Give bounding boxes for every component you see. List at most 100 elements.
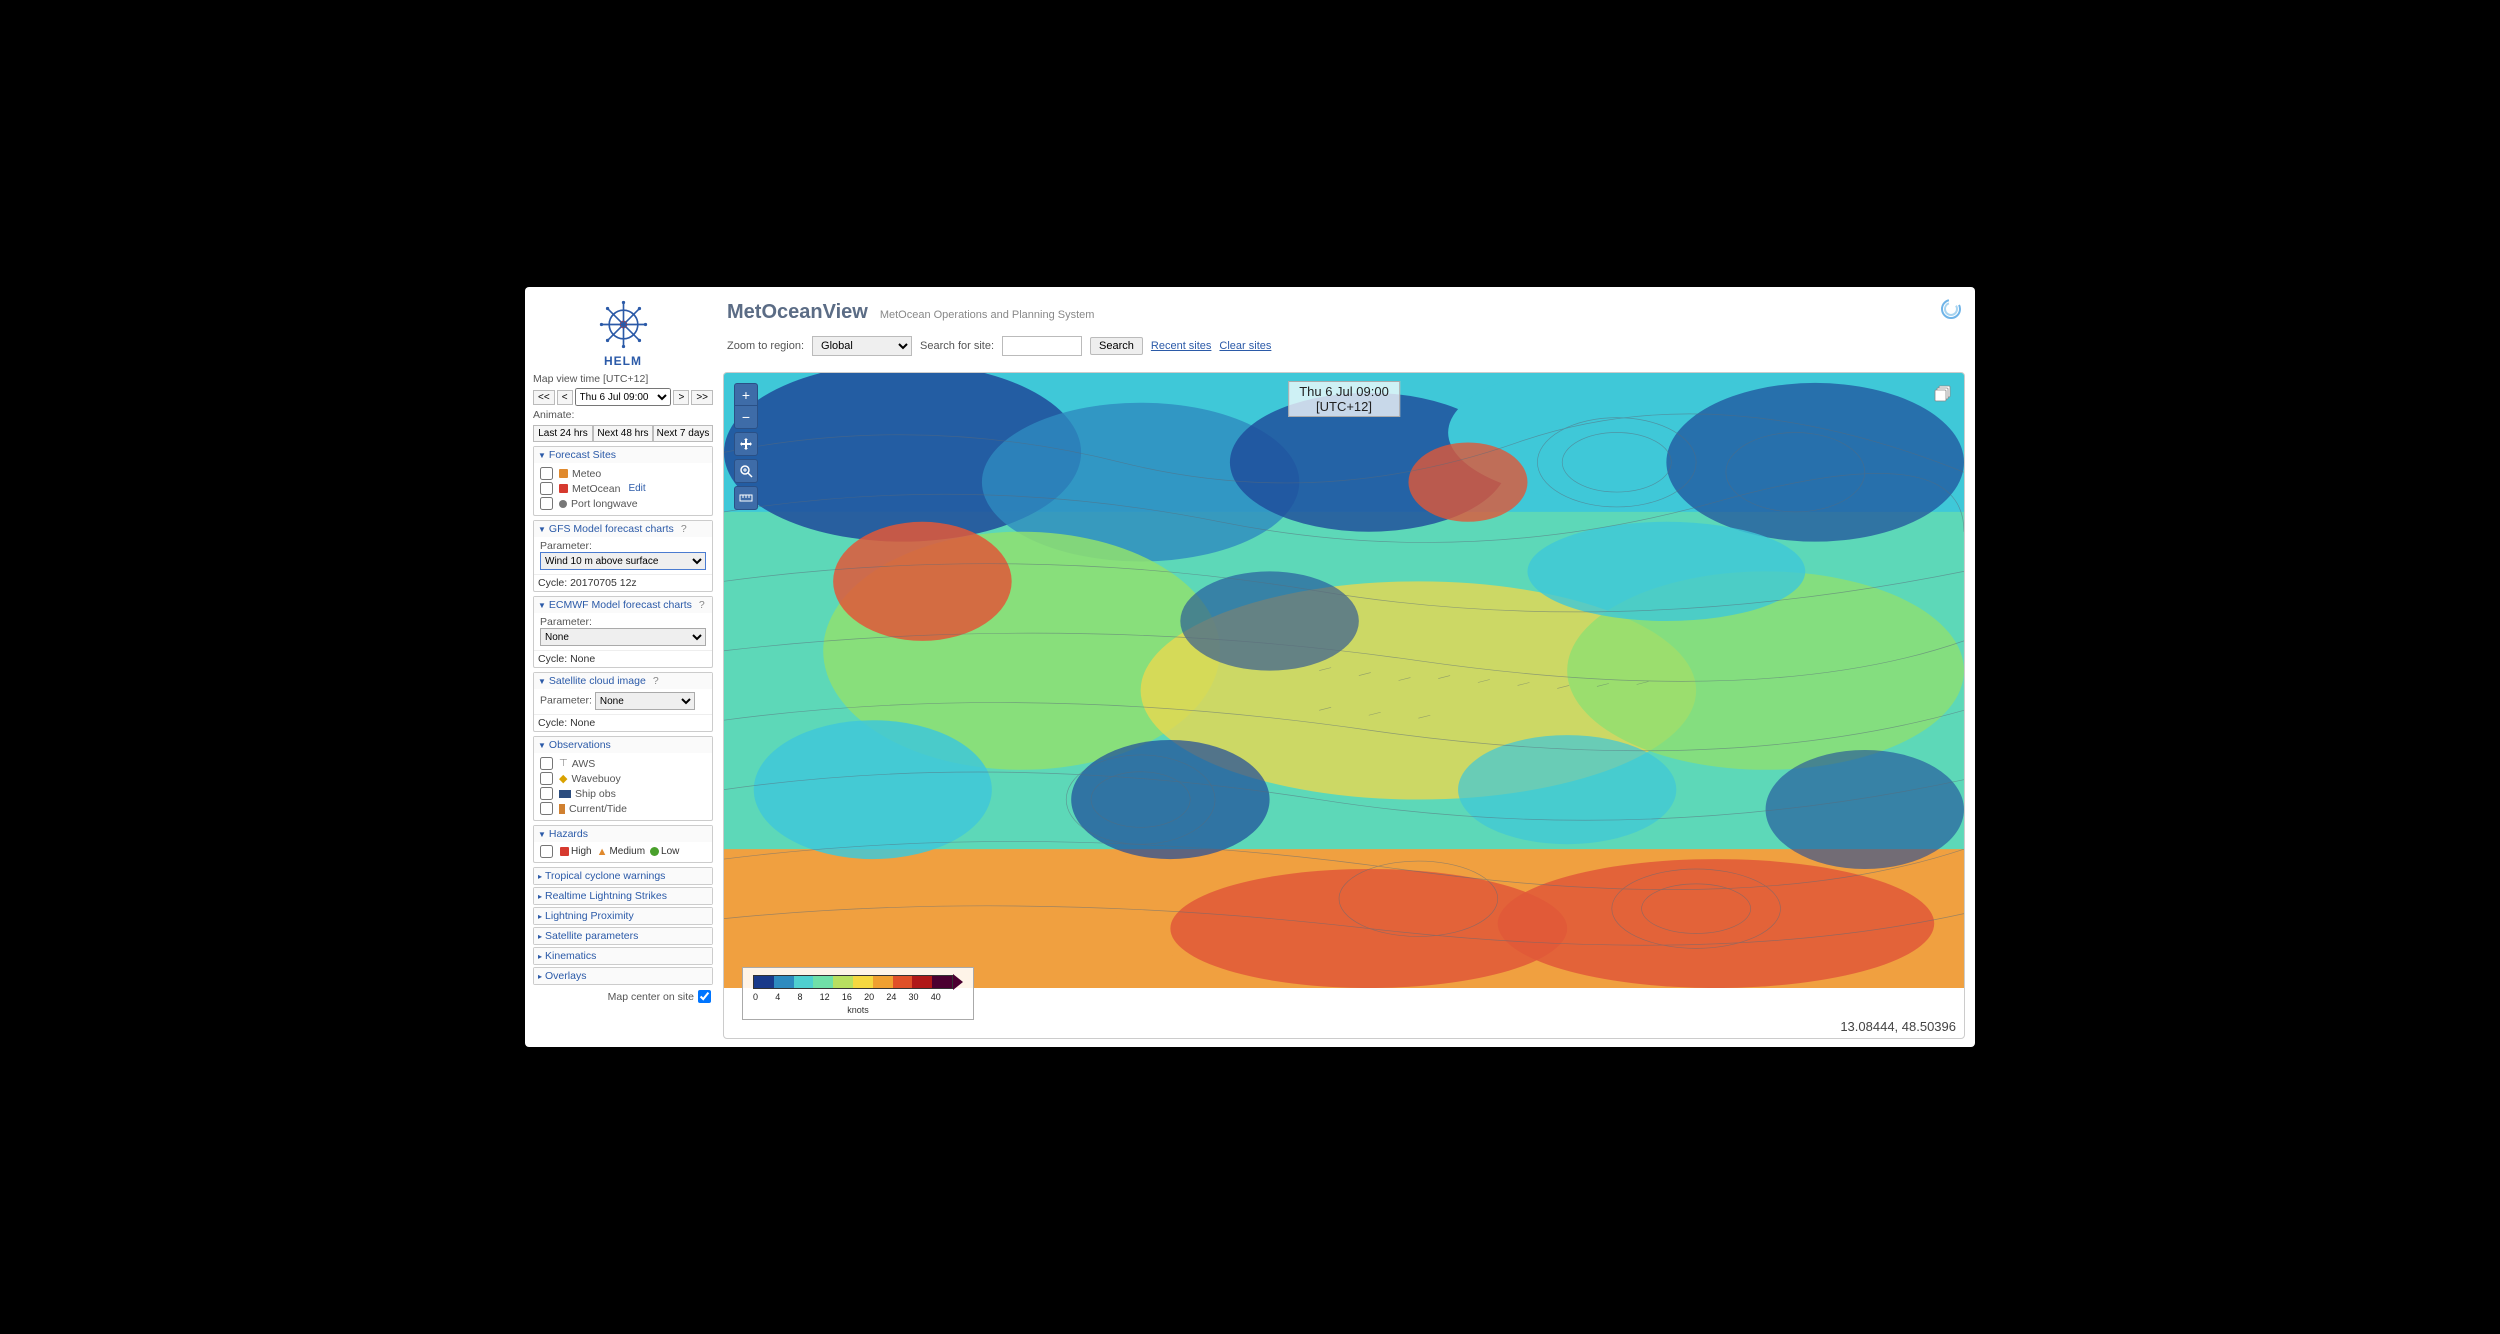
app-title: MetOceanView bbox=[727, 301, 868, 324]
collapsed-panel: ▸Realtime Lightning Strikes bbox=[533, 887, 713, 905]
map-area[interactable]: + − Thu 6 Jul 09:00 [UTC+12] bbox=[723, 372, 1965, 1039]
zoom-out-button[interactable]: − bbox=[735, 406, 757, 428]
wavebuoy-label: Wavebuoy bbox=[571, 773, 620, 785]
logo-text: HELM bbox=[533, 354, 713, 368]
port-longwave-dot-icon bbox=[559, 500, 567, 508]
gfs-panel: ▼GFS Model forecast charts? Parameter: W… bbox=[533, 520, 713, 592]
collapsed-panel-header[interactable]: ▸Kinematics bbox=[534, 948, 712, 964]
gfs-header[interactable]: ▼GFS Model forecast charts? bbox=[534, 521, 712, 537]
meteo-color-icon bbox=[559, 469, 568, 478]
map-center-checkbox[interactable] bbox=[698, 990, 711, 1003]
wavebuoy-checkbox[interactable] bbox=[540, 772, 553, 785]
time-nav: << < Thu 6 Jul 09:00 > >> bbox=[533, 388, 713, 406]
hazard-medium-label: Medium bbox=[609, 846, 645, 857]
collapsed-panel-header[interactable]: ▸Tropical cyclone warnings bbox=[534, 868, 712, 884]
colorbar-legend: 048121620243040 knots bbox=[742, 967, 974, 1020]
wavebuoy-icon: ◆ bbox=[559, 772, 567, 785]
collapsed-panel: ▸Overlays bbox=[533, 967, 713, 985]
metocean-checkbox[interactable] bbox=[540, 482, 553, 495]
sidebar: Map view time [UTC+12] << < Thu 6 Jul 09… bbox=[533, 372, 713, 1039]
animate-buttons: Last 24 hrs Next 48 hrs Next 7 days bbox=[533, 425, 713, 442]
animate-last24-button[interactable]: Last 24 hrs bbox=[533, 425, 593, 442]
collapsed-panel: ▸Satellite parameters bbox=[533, 927, 713, 945]
sat-param-select[interactable]: None bbox=[595, 692, 695, 710]
gfs-cycle-text: Cycle: 20170705 12z bbox=[534, 574, 712, 591]
app-frame: HELM MetOceanView MetOcean Operations an… bbox=[525, 287, 1975, 1047]
hazards-checkbox[interactable] bbox=[540, 845, 553, 858]
logo-block: HELM bbox=[533, 295, 713, 368]
port-longwave-label: Port longwave bbox=[571, 498, 638, 510]
sat-cycle-text: Cycle: None bbox=[534, 714, 712, 731]
metocean-color-icon bbox=[559, 484, 568, 493]
collapsed-panel-header[interactable]: ▸Lightning Proximity bbox=[534, 908, 712, 924]
colorbar-unit: knots bbox=[753, 1005, 963, 1015]
clear-sites-link[interactable]: Clear sites bbox=[1219, 340, 1271, 352]
metocean-edit-link[interactable]: Edit bbox=[628, 483, 645, 494]
forecast-sites-panel: ▼Forecast Sites Meteo MetOcean Edit Port … bbox=[533, 446, 713, 516]
hazards-header[interactable]: ▼Hazards bbox=[534, 826, 712, 842]
colorbar-overflow-arrow-icon bbox=[953, 974, 963, 990]
aws-checkbox[interactable] bbox=[540, 757, 553, 770]
map-time-line2: [UTC+12] bbox=[1299, 399, 1389, 414]
hazard-medium-icon: ▲ bbox=[597, 846, 608, 858]
collapsed-panel-header[interactable]: ▸Satellite parameters bbox=[534, 928, 712, 944]
hazard-high-icon bbox=[560, 847, 569, 856]
port-longwave-checkbox[interactable] bbox=[540, 497, 553, 510]
meteo-label: Meteo bbox=[572, 468, 601, 480]
ecmwf-header[interactable]: ▼ECMWF Model forecast charts? bbox=[534, 597, 712, 613]
search-site-label: Search for site: bbox=[920, 340, 994, 352]
zoom-region-select[interactable]: Global bbox=[812, 336, 912, 356]
collapsed-panel: ▸Kinematics bbox=[533, 947, 713, 965]
recent-sites-link[interactable]: Recent sites bbox=[1151, 340, 1212, 352]
current-checkbox[interactable] bbox=[540, 802, 553, 815]
header-area: MetOceanView MetOcean Operations and Pla… bbox=[727, 295, 1965, 356]
search-site-input[interactable] bbox=[1002, 336, 1082, 356]
weather-map-canvas bbox=[724, 373, 1964, 988]
ecmwf-help-icon[interactable]: ? bbox=[699, 599, 705, 611]
layers-button[interactable] bbox=[1932, 383, 1954, 405]
ecmwf-param-label: Parameter: bbox=[540, 616, 592, 628]
ecmwf-cycle-text: Cycle: None bbox=[534, 650, 712, 667]
map-coords-overlay: 13.08444, 48.50396 bbox=[1840, 1019, 1956, 1034]
hazard-high-label: High bbox=[571, 846, 592, 857]
current-icon bbox=[559, 804, 565, 814]
time-last-button[interactable]: >> bbox=[691, 390, 713, 405]
hazard-low-icon bbox=[650, 847, 659, 856]
collapsed-panel-header[interactable]: ▸Overlays bbox=[534, 968, 712, 984]
animate-label: Animate: bbox=[533, 408, 713, 422]
time-next-button[interactable]: > bbox=[673, 390, 689, 405]
animate-next48-button[interactable]: Next 48 hrs bbox=[593, 425, 653, 442]
shipobs-label: Ship obs bbox=[575, 788, 616, 800]
sat-header[interactable]: ▼Satellite cloud image? bbox=[534, 673, 712, 689]
loading-spinner-icon bbox=[1939, 297, 1963, 324]
obs-header[interactable]: ▼Observations bbox=[534, 737, 712, 753]
ship-icon bbox=[559, 790, 571, 798]
time-prev-button[interactable]: < bbox=[557, 390, 573, 405]
forecast-sites-header[interactable]: ▼Forecast Sites bbox=[534, 447, 712, 463]
search-button[interactable]: Search bbox=[1090, 337, 1143, 355]
collapsed-panel: ▸Tropical cyclone warnings bbox=[533, 867, 713, 885]
animate-next7d-button[interactable]: Next 7 days bbox=[653, 425, 713, 442]
map-zoom-controls: + − bbox=[734, 383, 758, 510]
sat-param-label: Parameter: bbox=[540, 695, 592, 707]
time-select[interactable]: Thu 6 Jul 09:00 bbox=[575, 388, 672, 406]
ecmwf-param-select[interactable]: None bbox=[540, 628, 706, 646]
sat-help-icon[interactable]: ? bbox=[653, 675, 659, 687]
meteo-checkbox[interactable] bbox=[540, 467, 553, 480]
hazards-panel: ▼Hazards High ▲Medium Low bbox=[533, 825, 713, 863]
pan-button[interactable] bbox=[735, 433, 757, 455]
map-time-overlay: Thu 6 Jul 09:00 [UTC+12] bbox=[1288, 381, 1400, 417]
zoom-box-button[interactable] bbox=[735, 460, 757, 482]
zoom-in-button[interactable]: + bbox=[735, 384, 757, 406]
gfs-help-icon[interactable]: ? bbox=[681, 523, 687, 535]
hazard-low-label: Low bbox=[661, 846, 679, 857]
ecmwf-panel: ▼ECMWF Model forecast charts? Parameter:… bbox=[533, 596, 713, 668]
aws-label: AWS bbox=[572, 758, 596, 770]
obs-panel: ▼Observations ⊤AWS ◆Wavebuoy Ship obs Cu… bbox=[533, 736, 713, 821]
measure-button[interactable] bbox=[735, 487, 757, 509]
shipobs-checkbox[interactable] bbox=[540, 787, 553, 800]
time-first-button[interactable]: << bbox=[533, 390, 555, 405]
collapsed-panel-header[interactable]: ▸Realtime Lightning Strikes bbox=[534, 888, 712, 904]
gfs-param-select[interactable]: Wind 10 m above surface bbox=[540, 552, 706, 570]
metocean-label: MetOcean bbox=[572, 483, 620, 495]
